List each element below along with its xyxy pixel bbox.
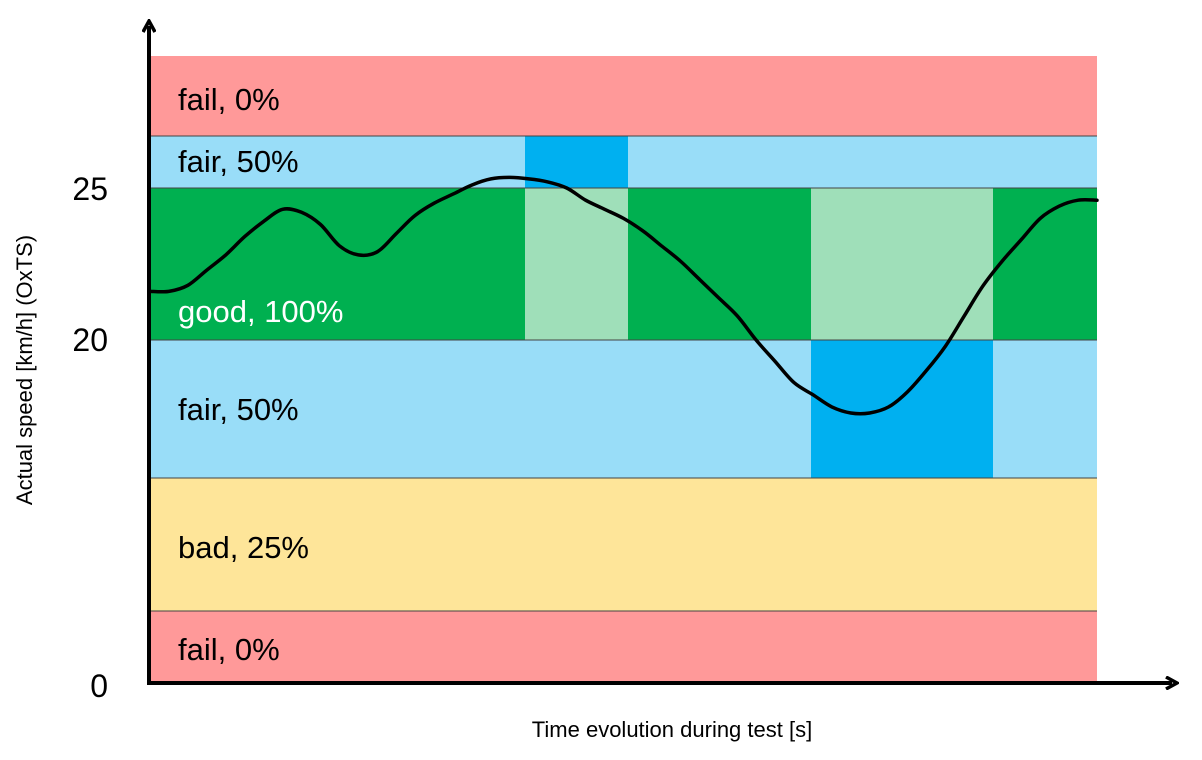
highlight-region [811, 188, 993, 340]
band-label: fail, 0% [178, 82, 280, 117]
y-axis-title: Actual speed [km/h] (OxTS) [12, 235, 37, 505]
band-bad [150, 478, 1097, 611]
band-fail [150, 56, 1097, 136]
band-label: bad, 25% [178, 530, 309, 565]
band-labels: fail, 0% fair, 50% good, 100% fair, 50% bad,… [178, 82, 343, 667]
band-label: good, 100% [178, 294, 343, 329]
band-fail [150, 611, 1097, 683]
y-tick-label: 20 [72, 322, 108, 358]
highlight-region [525, 188, 628, 340]
band-label: fair, 50% [178, 392, 299, 427]
band-boundaries [150, 135, 1097, 612]
speed-curve [148, 175, 1099, 416]
y-tick-label: 25 [72, 171, 108, 207]
band-label: fail, 0% [178, 632, 280, 667]
x-axis-title: Time evolution during test [s] [532, 717, 812, 742]
y-tick-label: 0 [90, 668, 108, 704]
band-label: fair, 50% [178, 144, 299, 179]
